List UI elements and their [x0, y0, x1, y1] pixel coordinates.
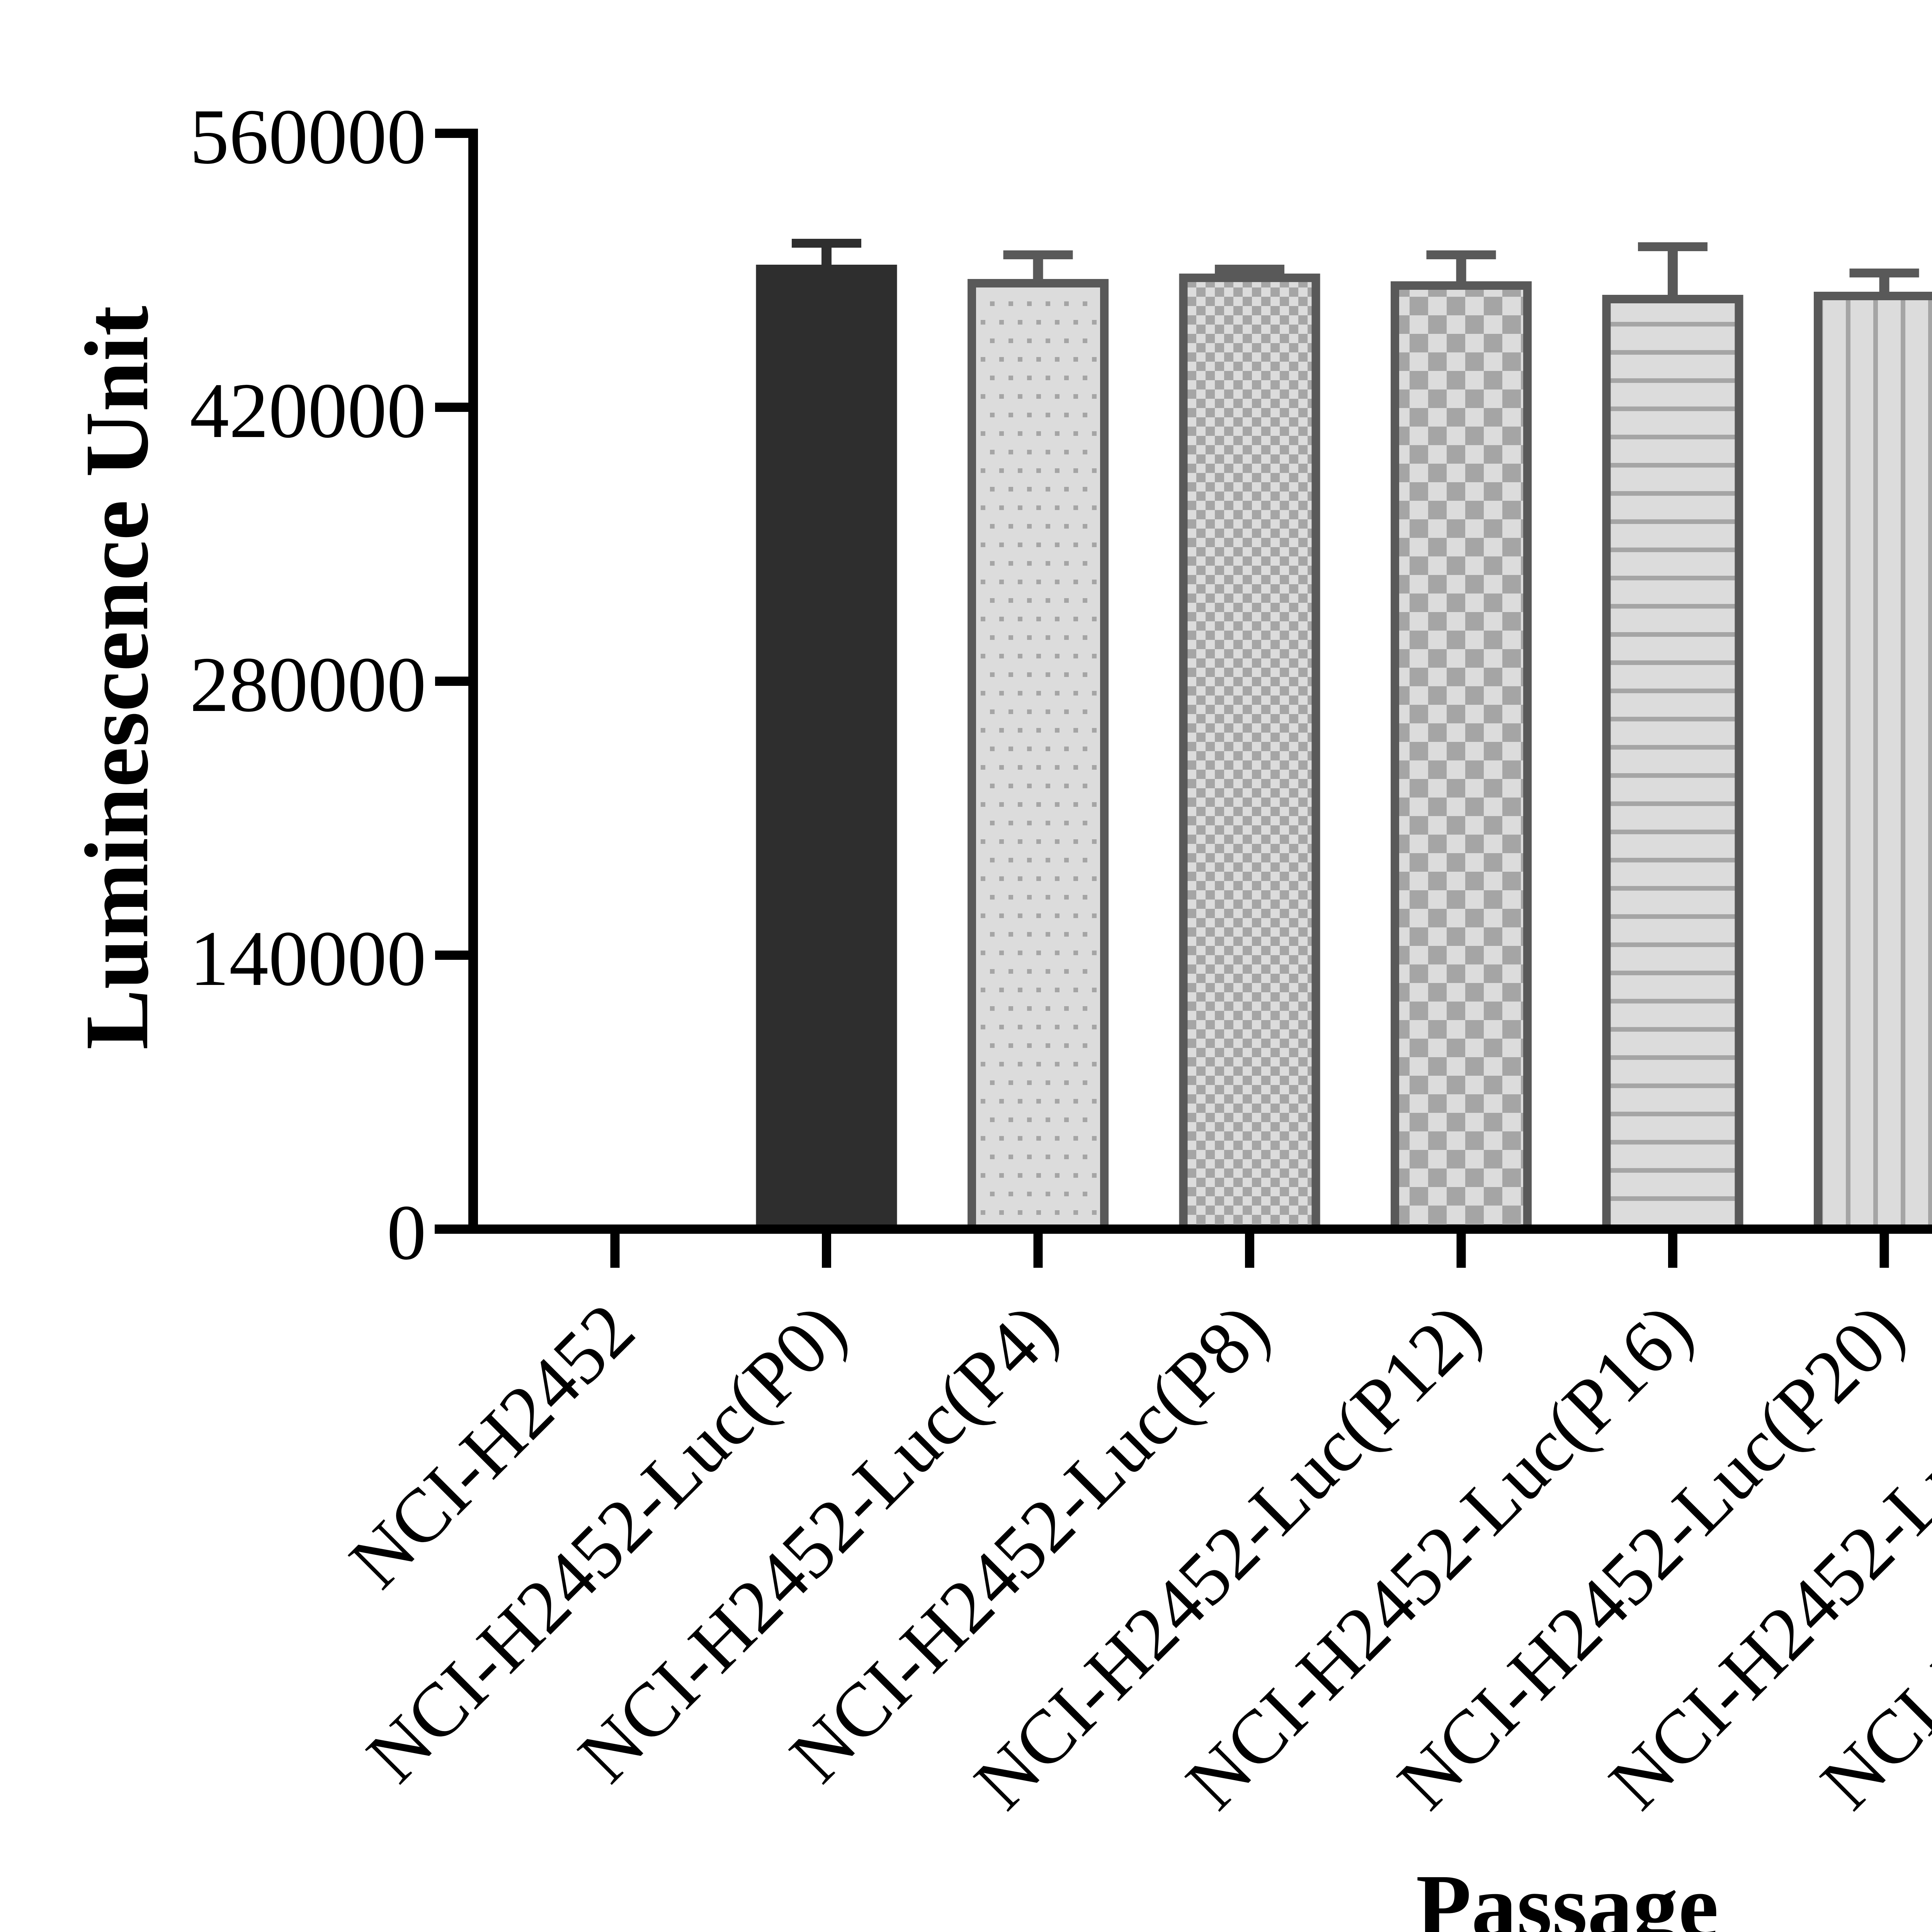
- svg-text:0: 0: [387, 1189, 426, 1276]
- svg-text:Passage: Passage: [1416, 1856, 1718, 1932]
- svg-text:140000: 140000: [190, 915, 426, 1002]
- svg-text:Luminescence Unit: Luminescence Unit: [66, 306, 167, 1050]
- svg-text:280000: 280000: [190, 641, 426, 728]
- svg-text:420000: 420000: [190, 367, 426, 454]
- svg-text:560000: 560000: [190, 93, 426, 180]
